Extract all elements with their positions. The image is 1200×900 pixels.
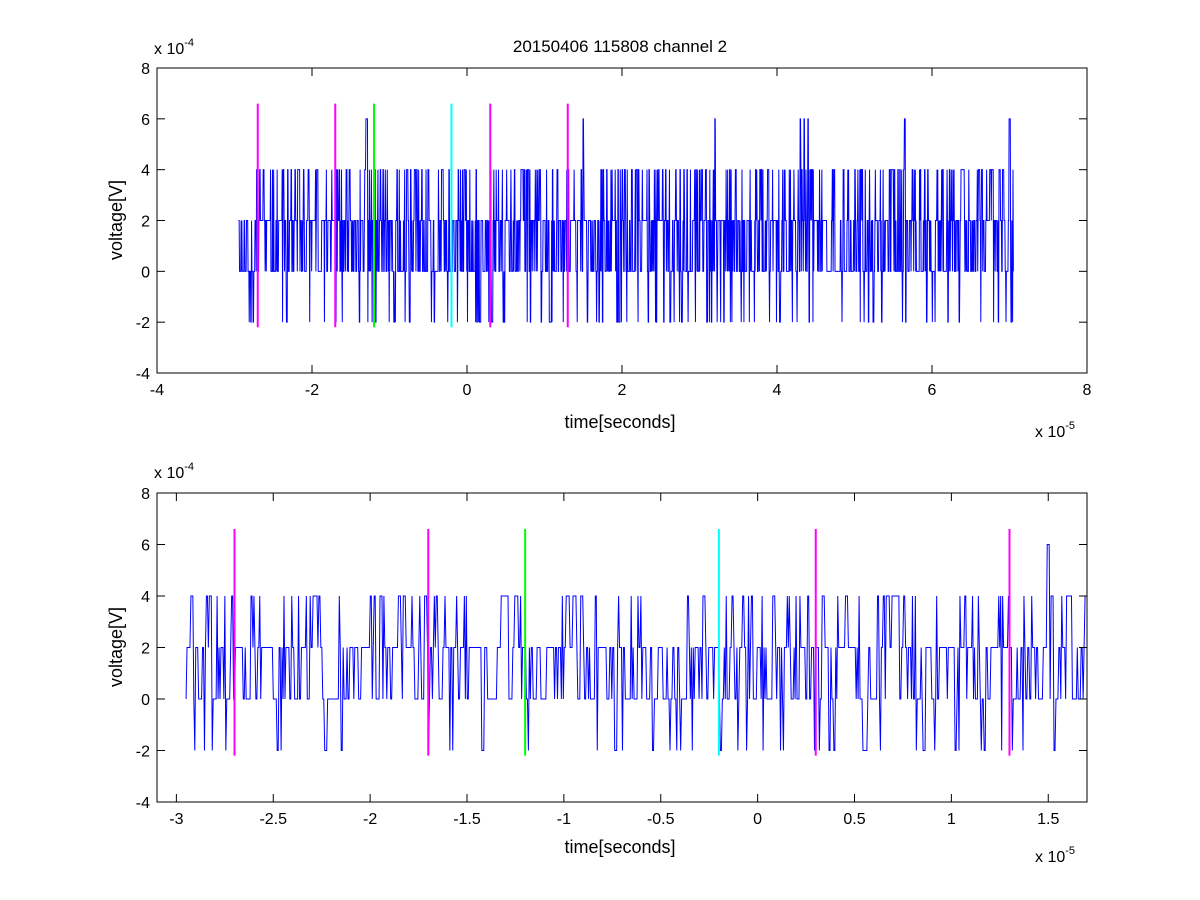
x-tick-label: -3 [169,811,183,828]
signal-series-0 [238,118,1014,323]
y-tick-label: 2 [141,641,150,658]
top-x-axis-label: time[seconds] [564,412,675,432]
bottom-plot: -3 -2.5 -2 -1.5 -1 -0.5 0 0.5 1 1.5 -4 -2 0 2 4 6 8 time… [106,461,1088,866]
top-x-scale-note: x 10-5 [1035,420,1075,441]
y-tick-label: 0 [141,692,150,709]
y-tick-label: 8 [141,486,150,503]
top-y-scale-note: x 10-4 [154,37,194,58]
x-tick-label: -4 [150,382,164,399]
x-tick-label: -0.5 [647,811,675,828]
x-tick-label: 0 [463,382,472,399]
x-tick-label: -1 [557,811,571,828]
y-tick-label: 4 [141,163,150,180]
bottom-x-scale-note: x 10-5 [1035,845,1075,866]
signal-series-0 [185,544,1087,751]
y-tick-label: 6 [141,112,150,129]
x-tick-label: 6 [928,382,937,399]
x-tick-label: -1.5 [453,811,481,828]
top-plot-ticks: -4 -2 0 2 4 6 8 -4 -2 0 2 4 6 8 [136,61,1092,399]
y-tick-label: 2 [141,214,150,231]
bottom-y-scale-note: x 10-4 [154,461,194,482]
x-tick-label: 8 [1083,382,1092,399]
y-tick-label: 4 [141,589,150,606]
figure-title: 20150406 115808 channel 2 [513,37,727,56]
y-tick-label: -4 [136,795,150,812]
x-tick-label: -2 [305,382,319,399]
y-tick-label: 0 [141,264,150,281]
x-tick-label: -2 [363,811,377,828]
bottom-plot-ticks: -3 -2.5 -2 -1.5 -1 -0.5 0 0.5 1 1.5 -4 -2 0 2 4 6 8 [136,486,1087,828]
bottom-plot-lines [185,529,1087,756]
x-tick-label: 4 [773,382,782,399]
x-tick-label: 0 [753,811,762,828]
x-tick-label: 1.5 [1037,811,1059,828]
top-plot: -4 -2 0 2 4 6 8 -4 -2 0 2 4 6 8 time[seconds] voltage… [106,37,1092,441]
y-tick-label: -4 [136,366,150,383]
y-tick-label: 8 [141,61,150,78]
x-tick-label: 1 [947,811,956,828]
x-tick-label: 2 [618,382,627,399]
top-plot-lines [238,103,1014,328]
x-tick-label: -2.5 [259,811,287,828]
y-tick-label: 6 [141,538,150,555]
y-tick-label: -2 [136,315,150,332]
x-tick-label: 0.5 [843,811,865,828]
bottom-y-axis-label: voltage[V] [106,607,126,687]
y-tick-label: -2 [136,744,150,761]
bottom-x-axis-label: time[seconds] [564,837,675,857]
top-y-axis-label: voltage[V] [106,180,126,260]
